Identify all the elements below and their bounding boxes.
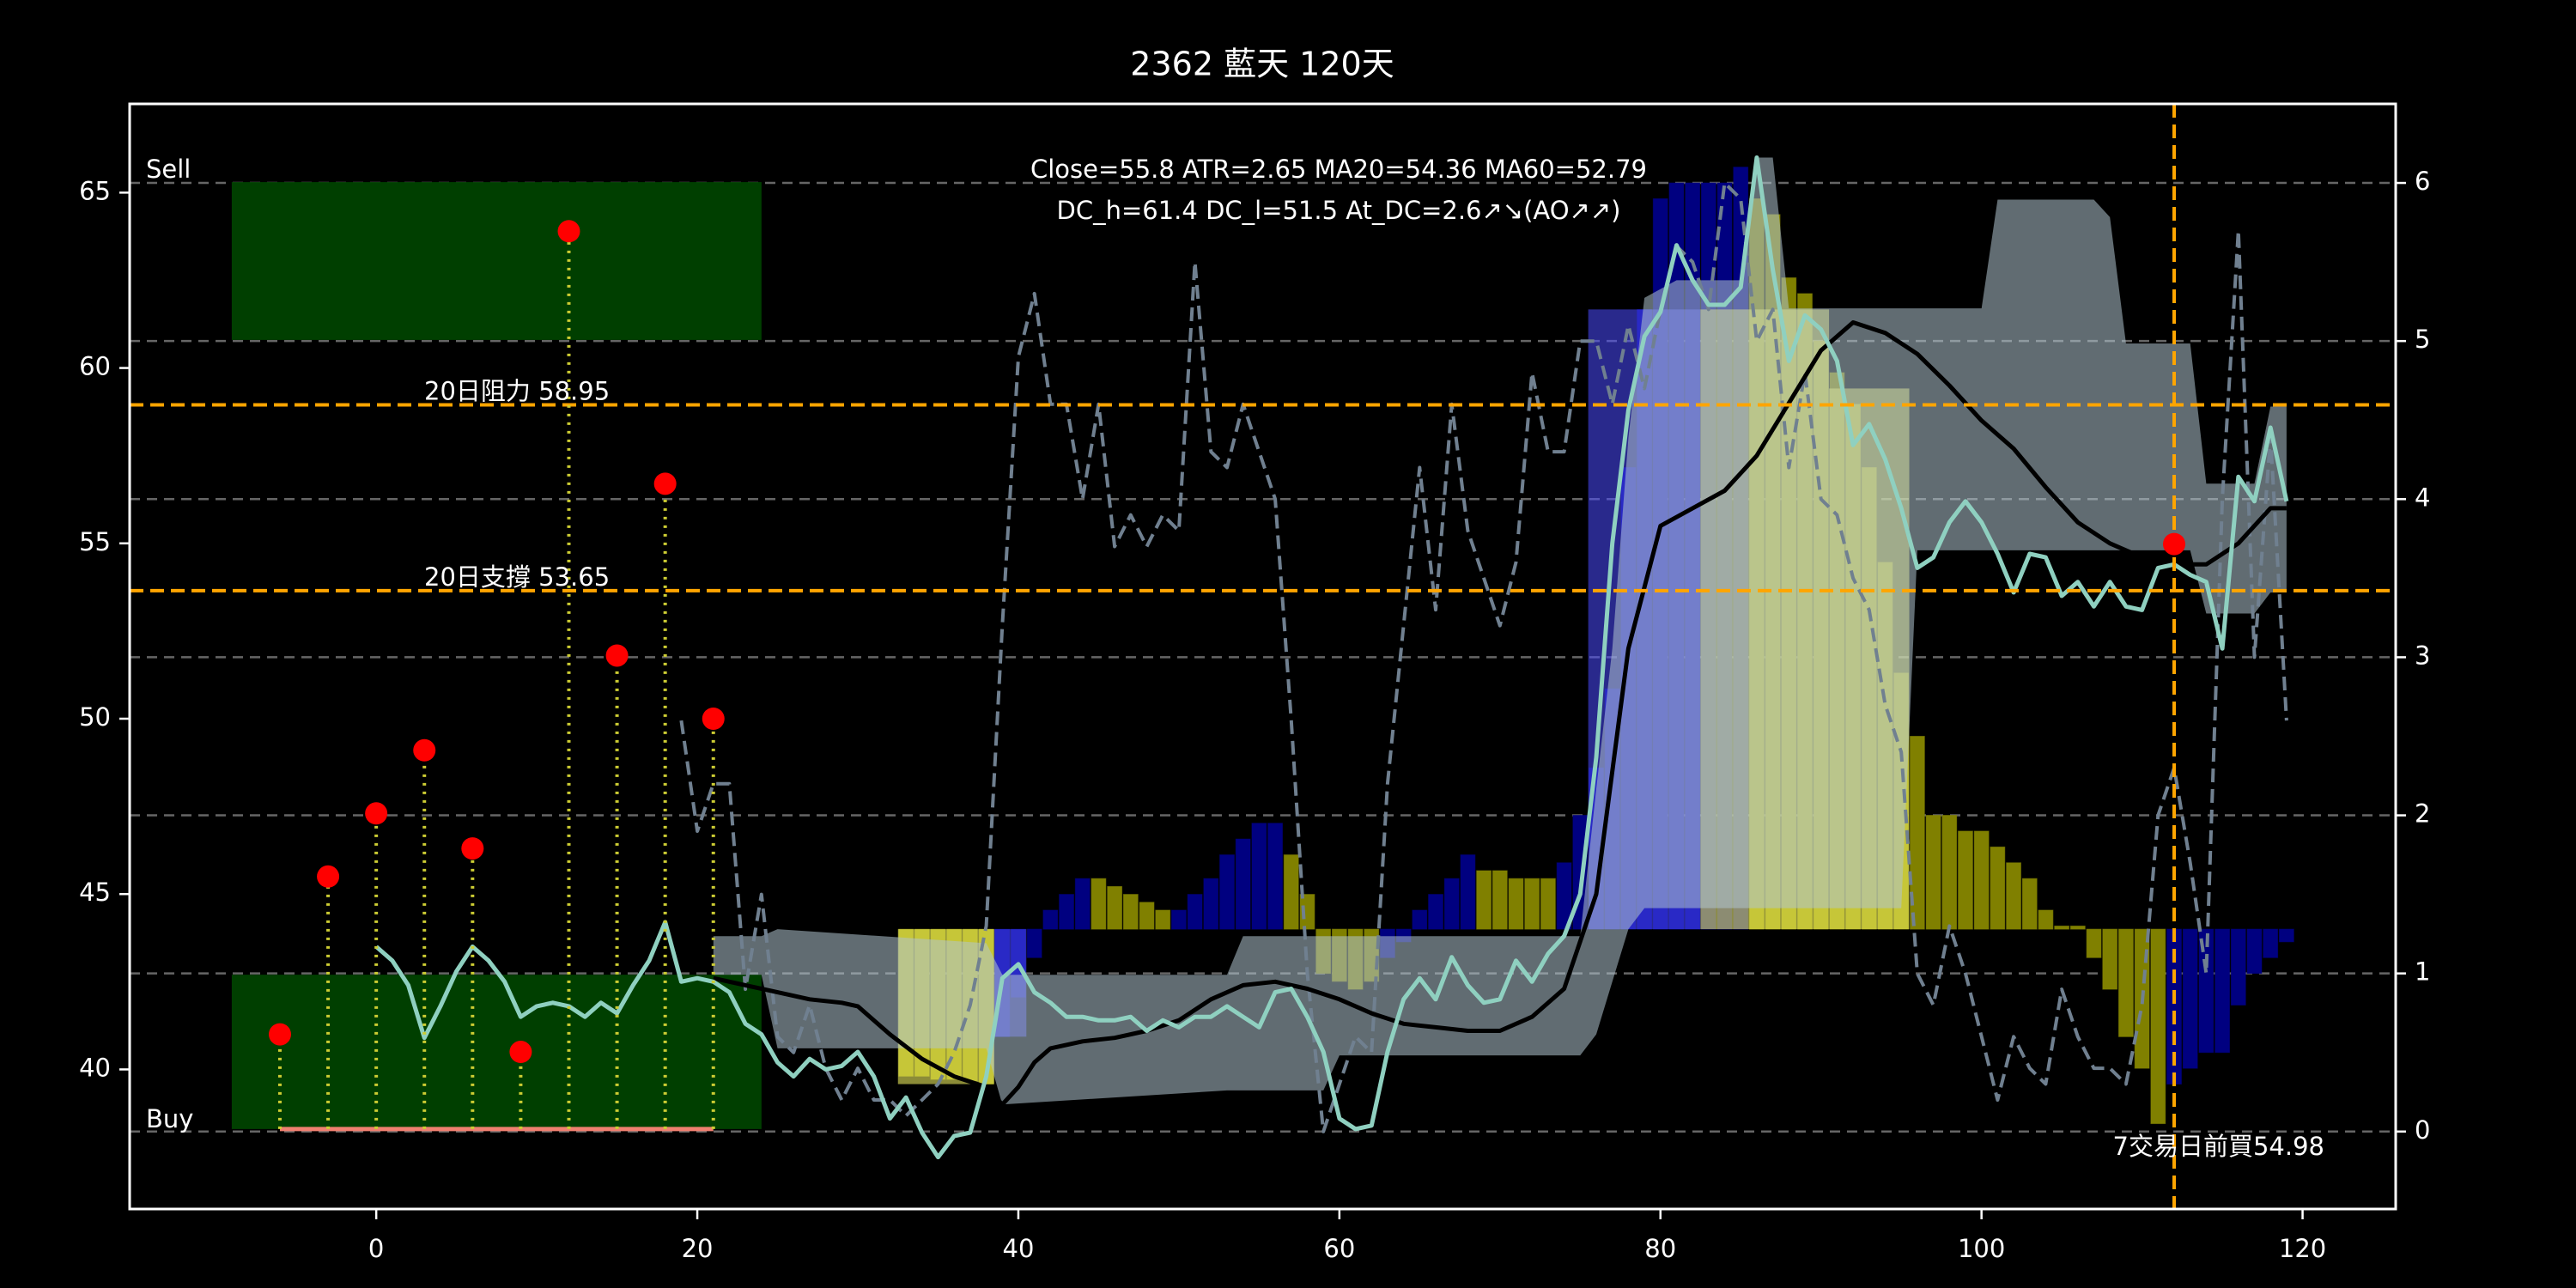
y2-tick-label: 3: [2415, 641, 2430, 670]
stem-marker: [317, 865, 340, 888]
stem-marker: [461, 837, 484, 860]
ao-bar: [1476, 870, 1492, 930]
annotation: Close=55.8 ATR=2.65 MA20=54.36 MA60=52.7…: [1030, 155, 1647, 184]
ao-bar: [1283, 854, 1299, 930]
annotation: DC_h=61.4 DC_l=51.5 At_DC=2.6↗↘(AO↗↗): [1057, 196, 1621, 225]
ao-bar: [1958, 830, 1973, 930]
ao-bar: [1107, 885, 1123, 930]
ao-bar: [1428, 894, 1443, 930]
buy-marker: [2163, 532, 2186, 556]
stem-marker: [605, 644, 629, 667]
zone: [231, 975, 762, 1129]
chart-title: 2362 藍天 120天: [1130, 46, 1394, 83]
ao-bar: [1443, 878, 1460, 930]
ao-bar: [1524, 878, 1540, 930]
ao-bar: [1941, 815, 1958, 930]
buy-label: 7交易日前買54.98: [2113, 1132, 2324, 1161]
ao-bar: [1540, 878, 1556, 930]
x-tick-label: 100: [1958, 1234, 2005, 1263]
ao-bar: [2086, 928, 2102, 958]
y-tick-label: 50: [79, 702, 111, 732]
ao-bar: [2246, 928, 2263, 975]
level-label: 20日阻力 58.95: [424, 376, 610, 405]
ao-bar: [1460, 854, 1476, 930]
ao-bar: [1492, 870, 1508, 930]
ao-bar: [2278, 928, 2294, 943]
series-line: [679, 181, 2288, 1133]
ao-bar: [1187, 894, 1203, 930]
ao-bar: [1203, 878, 1219, 930]
ao-bar: [1412, 909, 1428, 930]
ao-bar: [2054, 925, 2070, 930]
ao-bar: [2006, 862, 2021, 930]
zone-label: Sell: [146, 155, 191, 184]
plot-area: [130, 104, 2396, 1209]
ao-bar: [2118, 928, 2134, 1037]
x-tick-label: 120: [2279, 1234, 2326, 1263]
ao-bar: [1556, 862, 1572, 930]
ao-bar: [1973, 830, 1990, 930]
ao-bar: [1042, 909, 1059, 930]
stem-marker: [509, 1041, 532, 1064]
donchian-band: [713, 157, 2287, 1105]
x-tick-label: 60: [1323, 1234, 1355, 1263]
y2-tick-label: 4: [2415, 483, 2430, 512]
ao-bar: [1990, 846, 2006, 930]
y-tick-label: 40: [79, 1053, 111, 1082]
ao-bar: [2182, 928, 2198, 1069]
ao-bar: [2230, 928, 2246, 1005]
ao-bar: [1026, 928, 1042, 958]
ao-bar: [1925, 815, 1941, 930]
ao-bar: [1122, 894, 1139, 930]
y2-tick-label: 1: [2415, 957, 2430, 987]
ao-bar: [1170, 909, 1187, 930]
x-tick-label: 40: [1003, 1234, 1035, 1263]
y2-tick-label: 0: [2415, 1115, 2430, 1145]
ao-bar: [2150, 928, 2166, 1125]
y2-tick-label: 5: [2415, 325, 2430, 354]
level-label: 20日支撐 53.65: [424, 562, 610, 592]
x-tick-label: 80: [1644, 1234, 1676, 1263]
ao-bar: [1155, 909, 1171, 930]
ao-bar: [2021, 878, 2038, 930]
ao-bar: [1219, 854, 1235, 930]
y-tick-label: 55: [79, 527, 111, 556]
stem-marker: [365, 802, 388, 825]
ao-bar: [1251, 823, 1267, 930]
stem-marker: [413, 738, 436, 762]
ao-bar: [1139, 902, 1155, 930]
ao-bar: [2102, 928, 2118, 990]
ao-bar: [2215, 928, 2231, 1054]
ao-bar: [2069, 925, 2086, 930]
y2-tick-label: 6: [2415, 167, 2430, 196]
ao-bar: [1091, 878, 1107, 930]
ao-bar: [1267, 823, 1283, 930]
stem-marker: [702, 707, 725, 730]
ao-bar: [1235, 838, 1251, 930]
y-tick-label: 65: [79, 176, 111, 205]
ao-bar: [2263, 928, 2279, 958]
series-line: [374, 155, 2289, 1160]
stem-marker: [653, 472, 677, 495]
zone-label: Buy: [146, 1104, 193, 1133]
ao-bar: [2038, 909, 2054, 930]
series-line: [713, 320, 2287, 1107]
ao-bar: [1059, 894, 1074, 930]
stem-marker: [557, 220, 580, 243]
stem-marker: [268, 1023, 291, 1046]
ao-bar: [1074, 878, 1091, 930]
y-tick-label: 45: [79, 878, 111, 907]
x-tick-label: 20: [682, 1234, 714, 1263]
ao-bar: [1299, 894, 1315, 930]
x-tick-label: 0: [368, 1234, 384, 1263]
zone: [231, 182, 762, 340]
ao-bar: [1508, 878, 1524, 930]
y-tick-label: 60: [79, 352, 111, 381]
y2-tick-label: 2: [2415, 799, 2430, 829]
ao-bar: [1909, 735, 1925, 930]
